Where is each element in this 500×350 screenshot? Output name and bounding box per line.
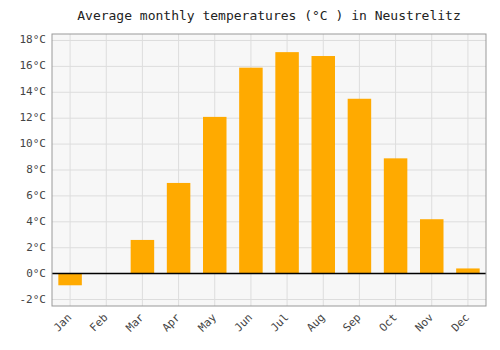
x-tick-label: Jun: [232, 311, 255, 334]
y-grid-line: [52, 170, 486, 171]
bar: [384, 158, 408, 273]
bar: [58, 274, 82, 286]
x-tick-label: Jan: [51, 311, 74, 334]
y-grid-line: [52, 40, 486, 41]
y-tick-label: -2°C: [20, 293, 47, 306]
grid: [52, 34, 486, 306]
plot-frame: [52, 34, 486, 306]
x-tick-label: Jul: [268, 311, 291, 334]
y-tick-label: 6°C: [26, 189, 46, 202]
y-tick-label: 18°C: [20, 33, 47, 46]
plot-background: [52, 34, 486, 306]
bar: [420, 219, 444, 273]
bar: [456, 268, 480, 273]
y-grid-line: [52, 66, 486, 67]
y-grid-line: [52, 118, 486, 119]
y-tick-label: 10°C: [20, 137, 47, 150]
y-grid-line: [52, 195, 486, 196]
bar: [167, 183, 191, 274]
chart-container: Average monthly temperatures (°C ) in Ne…: [0, 0, 500, 350]
bars: [58, 52, 479, 285]
y-tick-label: 2°C: [26, 241, 46, 254]
x-tick-label: Apr: [160, 311, 184, 335]
chart-svg: Average monthly temperatures (°C ) in Ne…: [0, 0, 500, 350]
x-tick-label: Oct: [377, 311, 400, 334]
bar: [203, 117, 227, 274]
bar: [275, 52, 299, 273]
y-grid-line: [52, 273, 486, 274]
y-grid-line: [52, 144, 486, 145]
x-tick-label: Nov: [413, 311, 437, 335]
x-tick-label: Feb: [87, 311, 110, 334]
x-tick-label: Dec: [449, 311, 472, 334]
y-tick-label: 14°C: [20, 85, 47, 98]
x-grid-line: [106, 34, 107, 306]
y-grid-line: [52, 299, 486, 300]
y-tick-label: 4°C: [26, 215, 46, 228]
zero-line: [52, 273, 486, 275]
y-tick-label: 12°C: [20, 111, 47, 124]
x-tick-label: May: [196, 311, 220, 335]
bar: [311, 56, 335, 274]
y-tick-label: 16°C: [20, 59, 47, 72]
bar: [348, 99, 372, 274]
x-grid-line: [467, 34, 468, 306]
x-tick-label: Mar: [123, 311, 147, 335]
chart-title: Average monthly temperatures (°C ) in Ne…: [77, 8, 461, 23]
y-grid-line: [52, 92, 486, 93]
bar: [239, 68, 263, 274]
bar: [131, 240, 155, 274]
x-tick-label: Sep: [340, 311, 363, 334]
x-grid-line: [70, 34, 71, 306]
y-tick-label: 0°C: [26, 267, 46, 280]
x-tick-label: Aug: [304, 311, 327, 334]
y-tick-label: 8°C: [26, 163, 46, 176]
